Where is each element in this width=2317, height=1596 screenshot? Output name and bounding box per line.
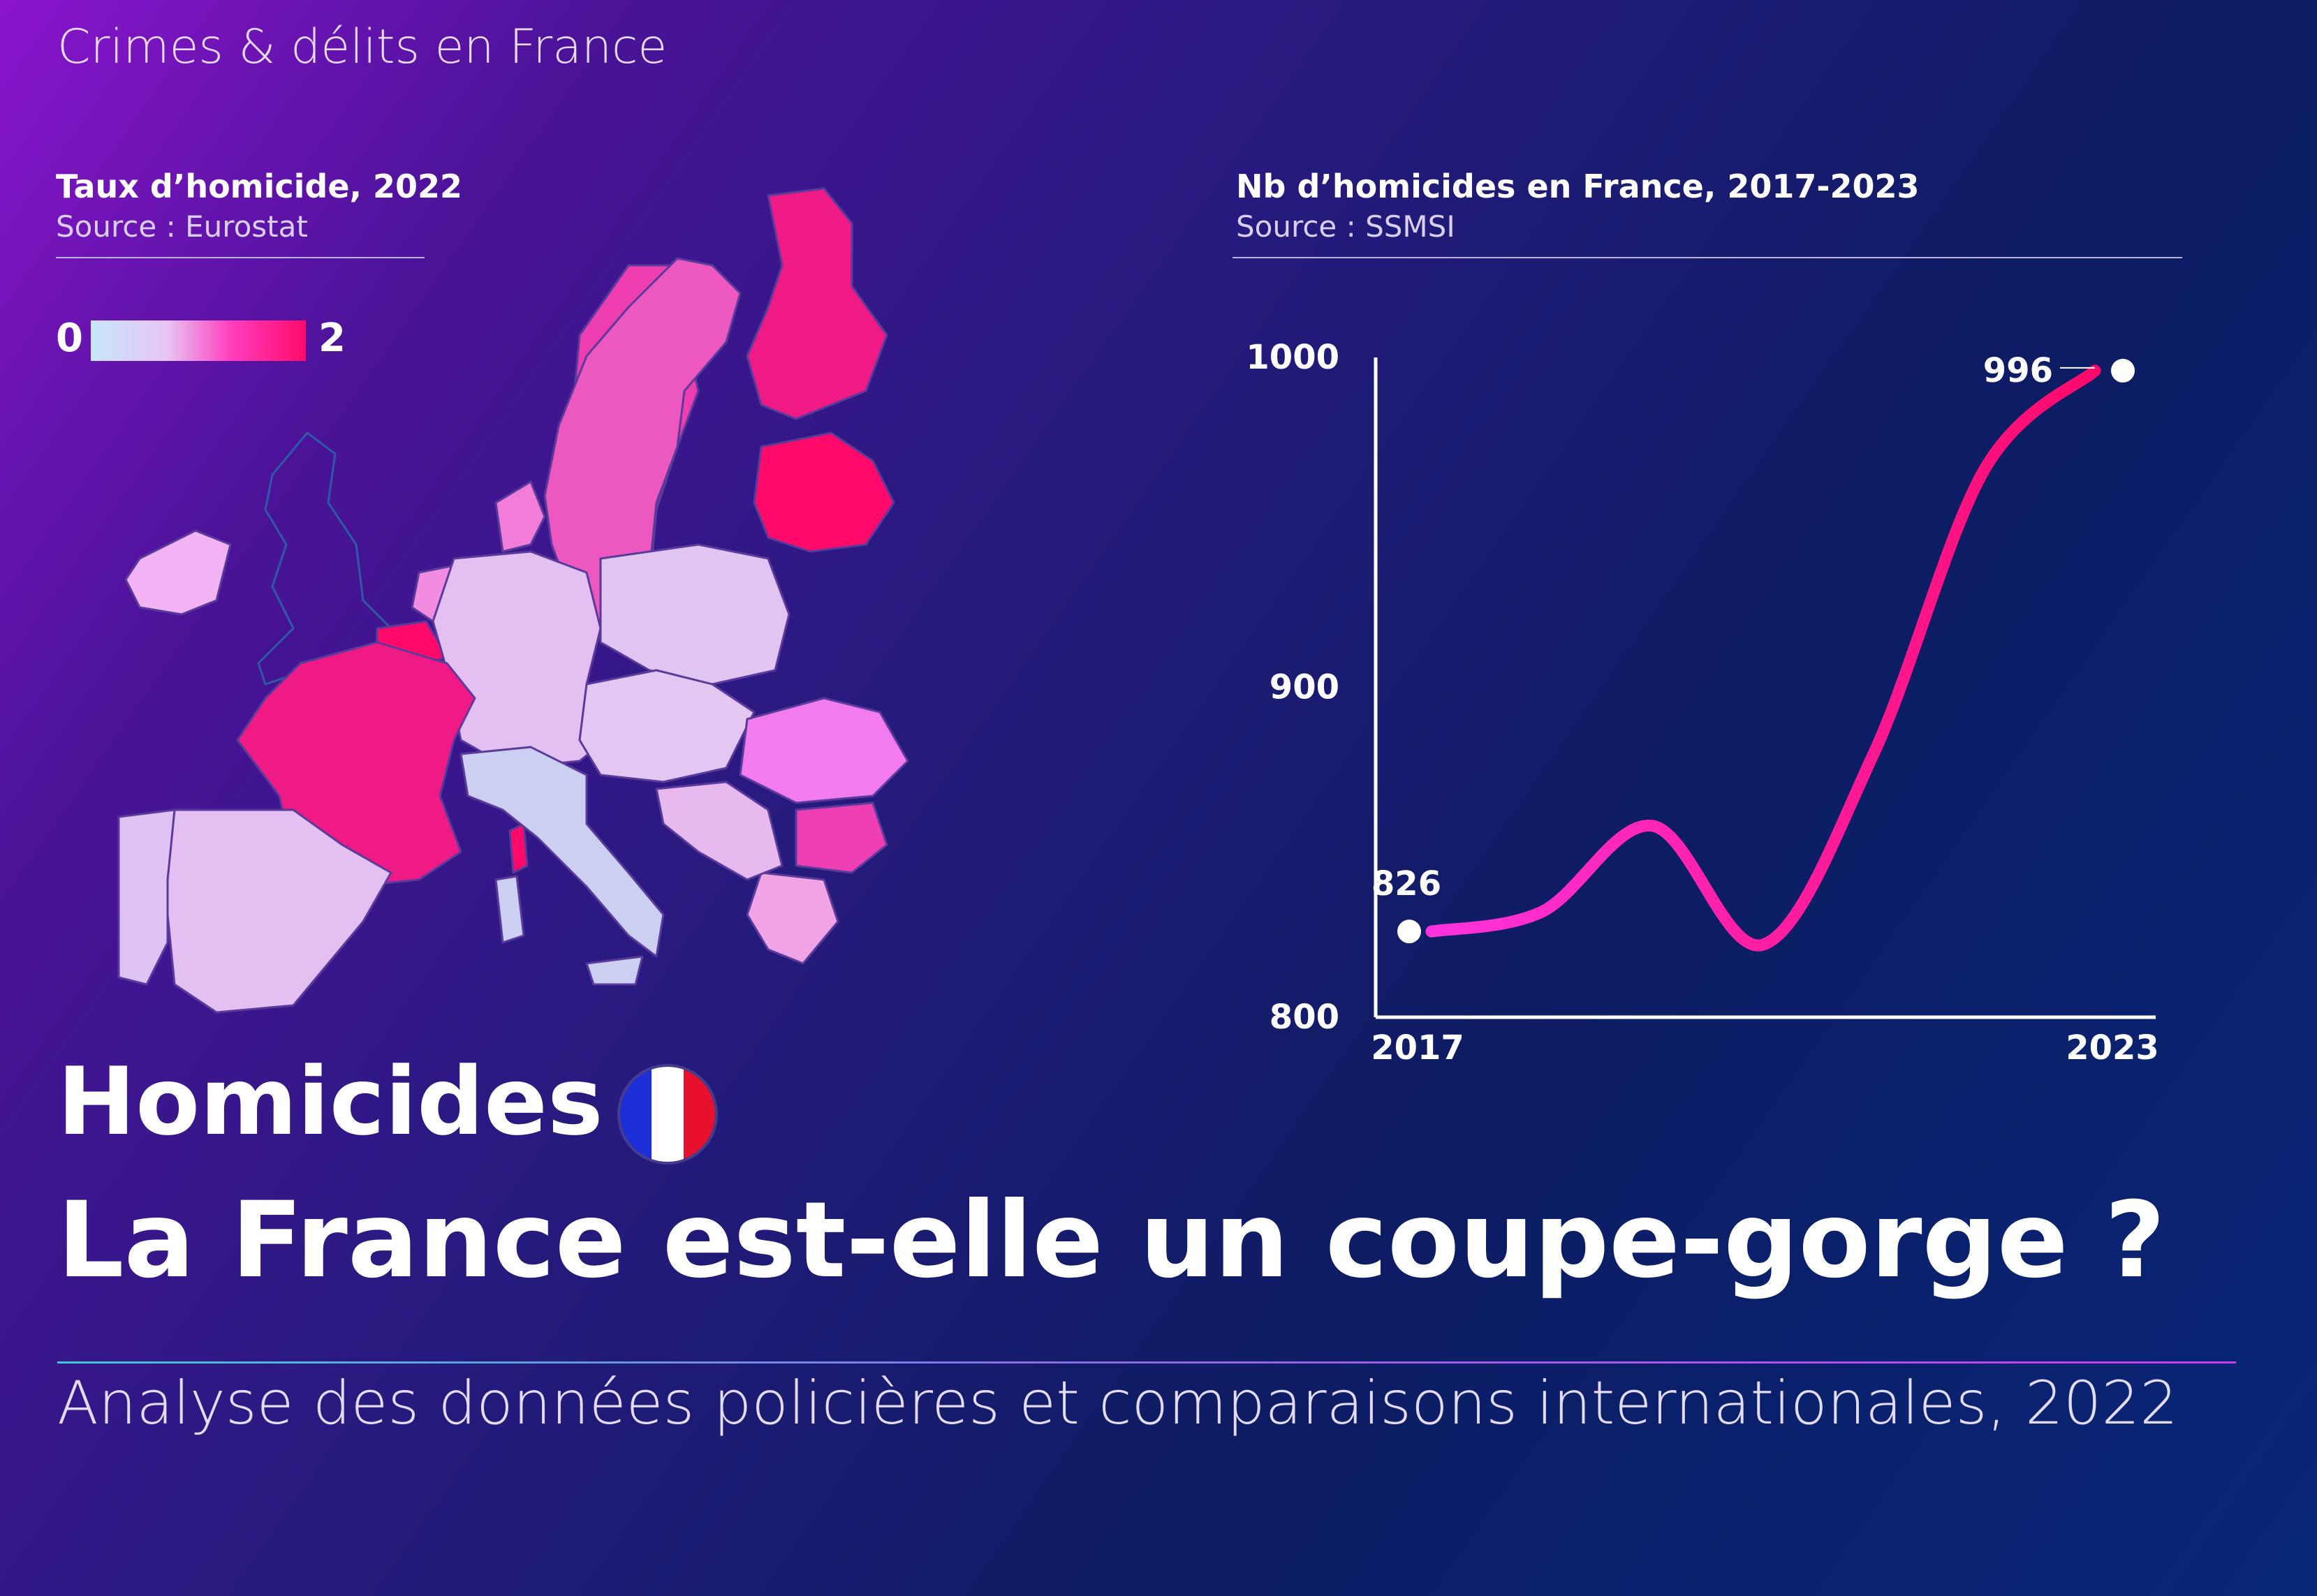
france-flag-icon [620, 1067, 715, 1162]
headline-subtitle: Analyse des données policières et compar… [57, 1368, 2178, 1438]
europe-map [117, 187, 909, 1014]
series-point-marker [2111, 358, 2135, 383]
header-title: Crimes & délits en France [57, 20, 668, 75]
flag-white-stripe [652, 1067, 684, 1162]
region-portugal [117, 808, 176, 986]
region-sicily [585, 955, 644, 986]
region-sardinia [494, 875, 525, 944]
map-panel-title: Taux d’homicide, 2022 [56, 168, 463, 205]
x-tick-label: 2017 [1371, 1028, 1464, 1067]
region-italy [459, 746, 665, 958]
region-finland [746, 187, 888, 420]
region-balkans [655, 781, 784, 881]
map-panel-rule [56, 257, 425, 258]
region-ireland [124, 529, 232, 616]
chart-panel-rule [1233, 257, 2182, 258]
region-denmark [494, 480, 546, 553]
map-panel-source: Source : Eurostat [56, 209, 308, 244]
chart-panel-source: Source : SSMSI [1236, 209, 1455, 244]
series-point-marker [1397, 919, 1421, 944]
region-poland [599, 543, 790, 686]
data-label: 996 [1983, 351, 2053, 390]
series-line [1425, 364, 2101, 952]
headline-line1: Homicides [57, 1047, 603, 1156]
data-label: 826 [1371, 864, 1441, 903]
region-baltics [753, 431, 895, 553]
y-tick-label: 800 [1270, 998, 1339, 1037]
y-tick-label: 1000 [1246, 338, 1339, 377]
legend-min-label: 0 [56, 316, 83, 361]
region-greece [746, 871, 839, 965]
legend-color-bar [91, 320, 306, 361]
x-tick-label: 2023 [2066, 1028, 2159, 1067]
chart-panel-title: Nb d’homicides en France, 2017-2023 [1236, 168, 1920, 205]
region-central [578, 669, 756, 783]
region-romania [739, 697, 909, 804]
headline-line2: La France est-elle un coupe-gorge ? [57, 1180, 2165, 1301]
legend-max-label: 2 [318, 316, 346, 361]
y-tick-label: 900 [1270, 668, 1339, 707]
region-corsica [508, 822, 529, 874]
headline-divider [57, 1361, 2236, 1364]
region-bulgaria [795, 801, 888, 874]
